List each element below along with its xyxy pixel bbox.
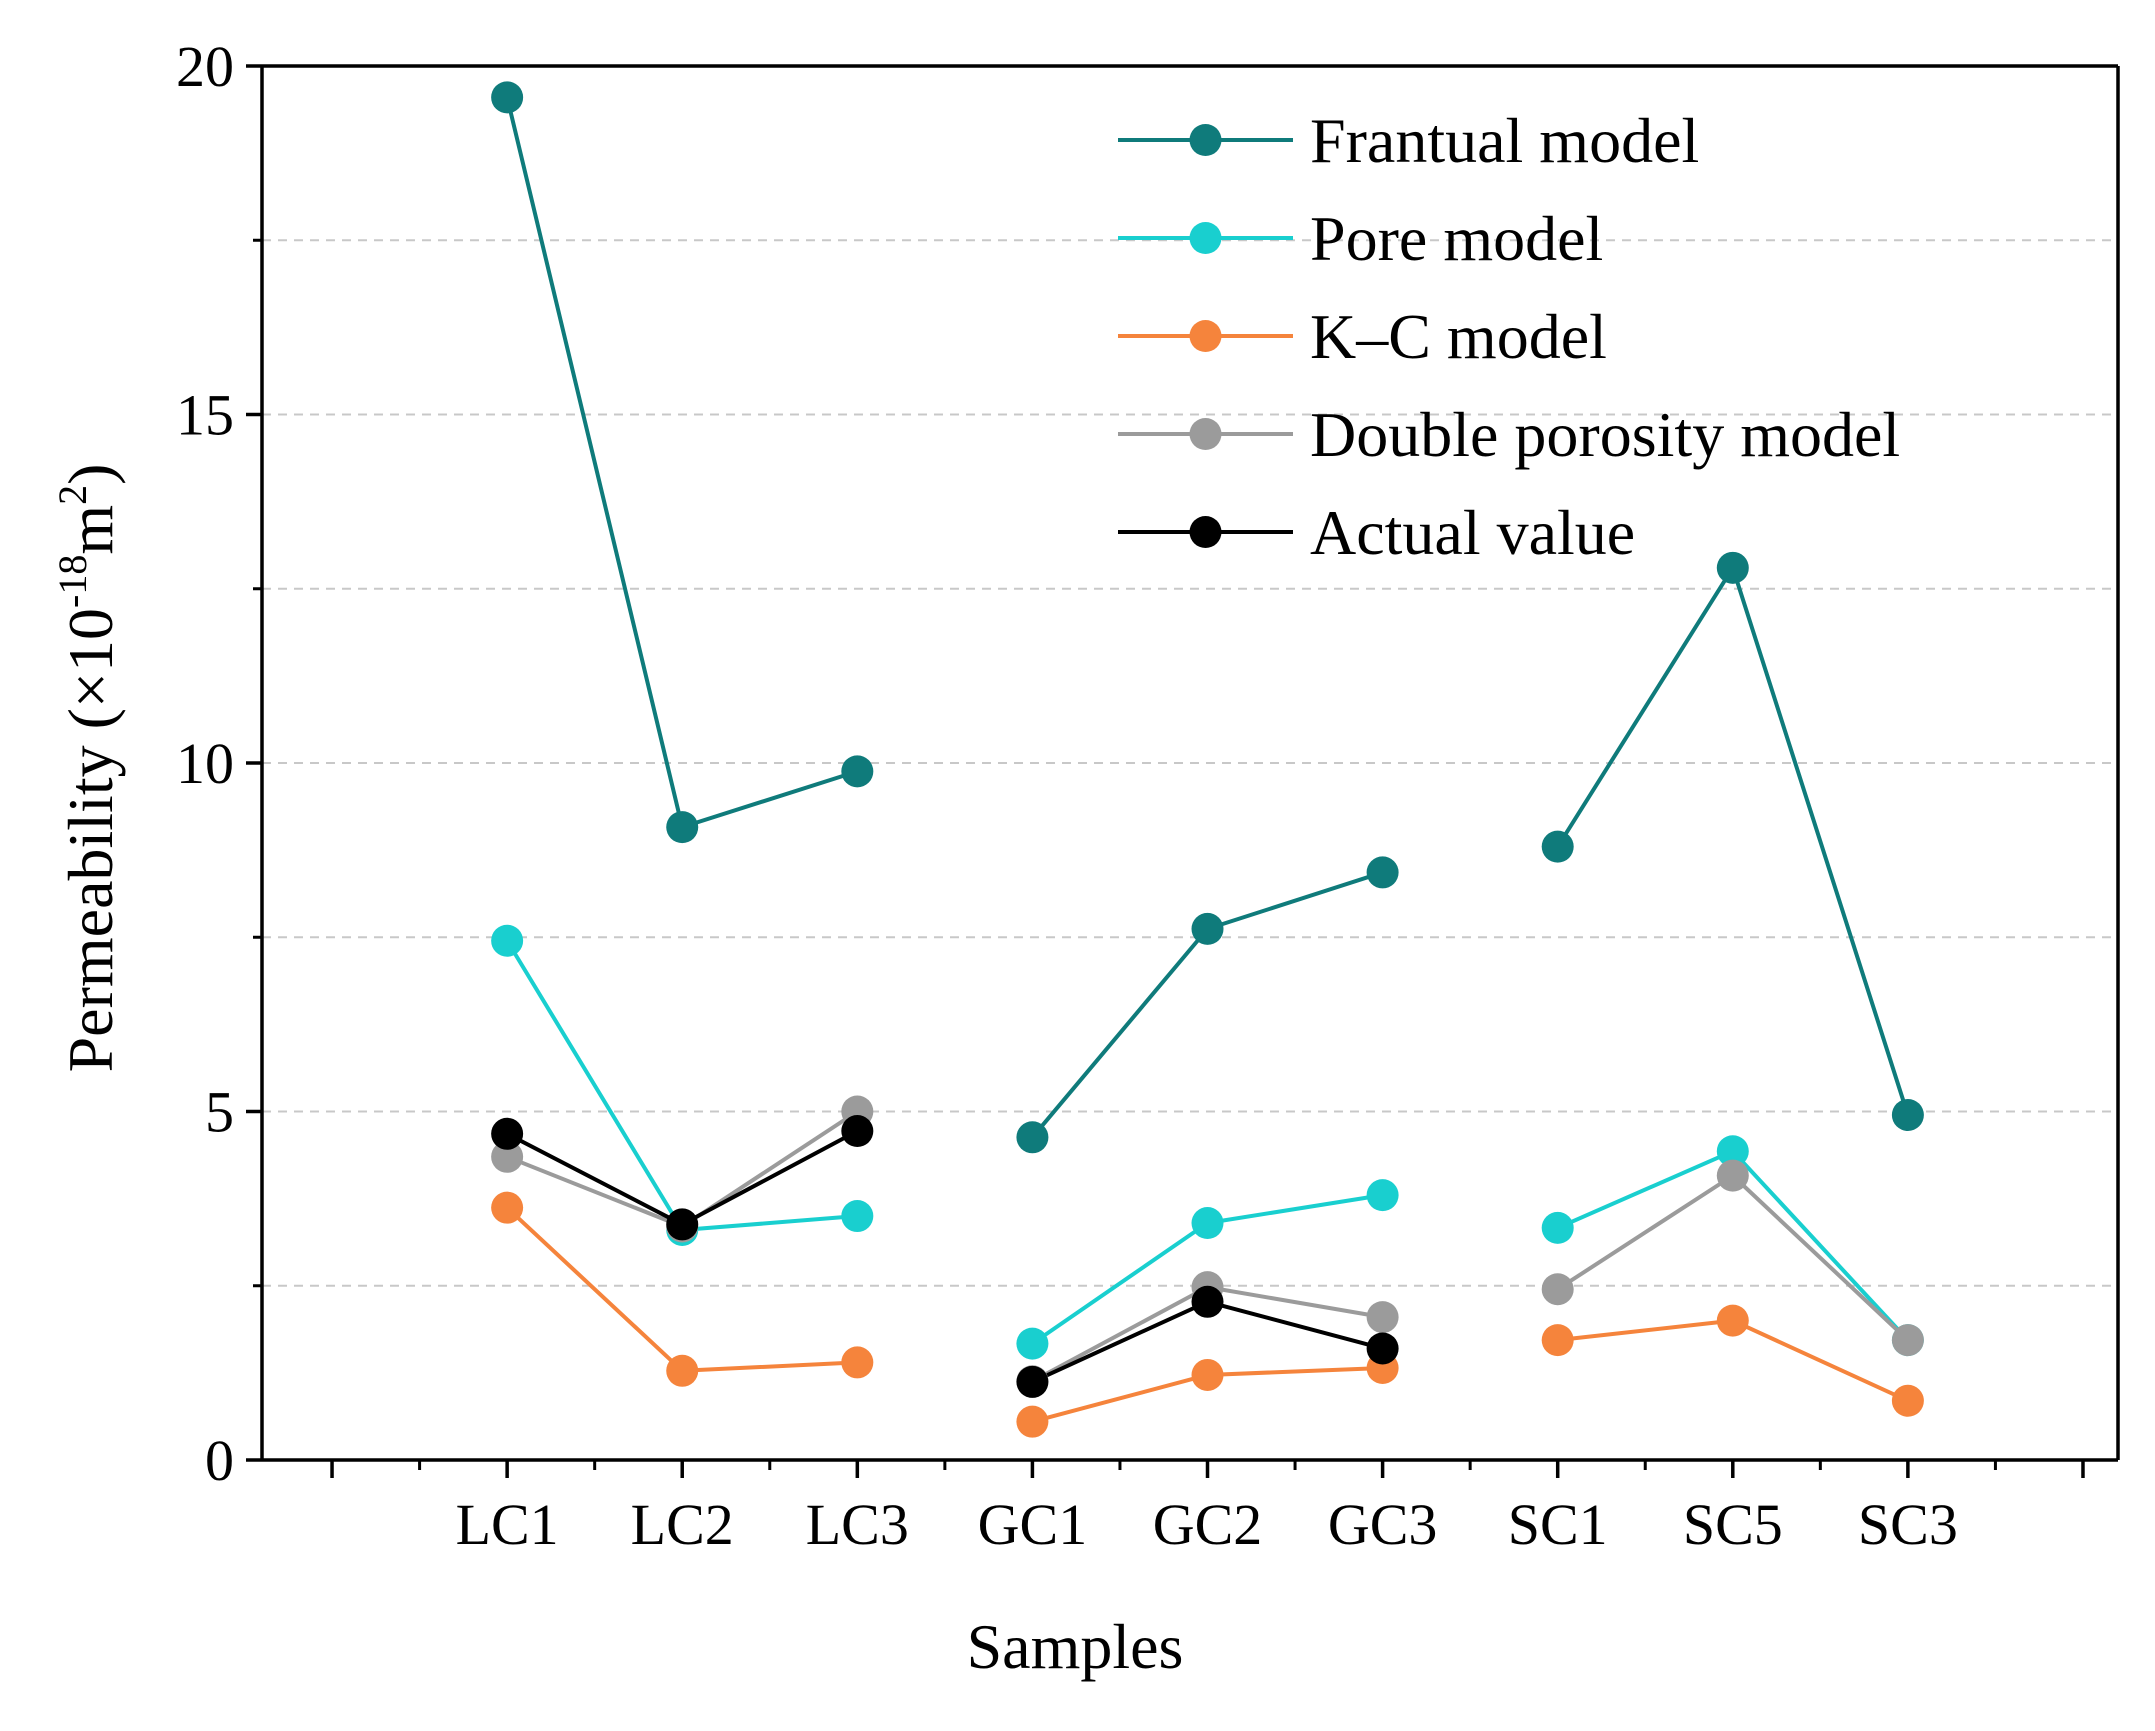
data-point-double-porosity-model-sc3 xyxy=(1891,1324,1924,1357)
data-point-actual-value-gc1 xyxy=(1016,1365,1049,1398)
data-point-frantual-model-sc5 xyxy=(1716,551,1749,584)
x-axis-label: Samples xyxy=(967,1611,1184,1682)
legend-marker xyxy=(1189,124,1222,156)
data-point-frantual-model-gc3 xyxy=(1366,856,1399,889)
legend-marker xyxy=(1189,222,1222,254)
data-point-pore-model-gc3 xyxy=(1366,1179,1399,1212)
data-point-frantual-model-lc2 xyxy=(666,811,699,844)
data-point-frantual-model-lc3 xyxy=(841,755,874,788)
data-point-actual-value-lc1 xyxy=(491,1117,524,1150)
x-tick-label: LC1 xyxy=(456,1492,559,1557)
x-tick-label: LC2 xyxy=(631,1492,734,1557)
series-line-frantual-model xyxy=(1030,870,1384,1139)
data-point-actual-value-lc2 xyxy=(666,1208,699,1241)
y-tick-label: 15 xyxy=(176,383,234,448)
data-point-frantual-model-sc1 xyxy=(1541,830,1574,863)
data-point-pore-model-lc1 xyxy=(491,924,524,957)
legend-label: Pore model xyxy=(1310,203,1603,274)
y-tick-label: 5 xyxy=(205,1080,234,1145)
data-point-actual-value-gc3 xyxy=(1366,1332,1399,1365)
data-point-pore-model-gc2 xyxy=(1191,1207,1224,1240)
x-tick-label: SC3 xyxy=(1858,1492,1958,1557)
gridlines xyxy=(262,239,2118,1287)
data-point-k-c-model-gc2 xyxy=(1191,1358,1224,1391)
data-point-pore-model-lc3 xyxy=(841,1200,874,1233)
data-point-k-c-model-lc3 xyxy=(841,1346,874,1379)
legend-label: K–C model xyxy=(1310,301,1607,372)
data-point-actual-value-gc2 xyxy=(1191,1285,1224,1318)
data-point-k-c-model-sc5 xyxy=(1716,1304,1749,1337)
data-point-actual-value-lc3 xyxy=(841,1115,874,1148)
y-axis-label-base: Permeability (×10 xyxy=(55,608,126,1072)
x-tick-label: GC2 xyxy=(1153,1492,1263,1557)
data-point-k-c-model-sc1 xyxy=(1541,1324,1574,1357)
series-line-frantual-model xyxy=(505,96,858,830)
data-point-pore-model-sc1 xyxy=(1541,1211,1574,1244)
data-point-double-porosity-model-sc1 xyxy=(1541,1273,1574,1306)
y-axis-label-close: ) xyxy=(55,464,126,485)
data-point-pore-model-gc1 xyxy=(1016,1327,1049,1360)
data-point-frantual-model-gc2 xyxy=(1191,912,1224,945)
y-tick-label: 10 xyxy=(176,731,234,796)
data-point-k-c-model-gc1 xyxy=(1016,1405,1049,1438)
legend: Frantual model Pore model K–C model Double … xyxy=(1118,105,1900,568)
data-point-frantual-model-sc3 xyxy=(1891,1098,1924,1131)
axes: 0 5 10 15 20 LC1 LC2 LC3 GC1 GC2 GC3 SC1 SC5 SC3 xyxy=(176,34,2120,1557)
series-layer xyxy=(491,81,1924,1438)
legend-marker xyxy=(1189,320,1222,352)
series-line-frantual-model xyxy=(1556,565,1910,1116)
x-tick-label: GC3 xyxy=(1328,1492,1438,1557)
axis-labels: Samples Permeability (×10-18m2) xyxy=(50,464,1183,1682)
y-axis-label-exponent: -18 xyxy=(50,555,95,608)
legend-label: Actual value xyxy=(1310,497,1635,568)
data-point-frantual-model-lc1 xyxy=(491,81,524,114)
y-tick-label: 20 xyxy=(176,34,234,99)
legend-label: Double porosity model xyxy=(1310,399,1900,470)
y-axis-label-unit: m xyxy=(55,505,126,555)
x-tick-label: LC3 xyxy=(806,1492,909,1557)
y-tick-label: 0 xyxy=(205,1428,234,1493)
x-tick-label: SC1 xyxy=(1508,1492,1608,1557)
data-point-double-porosity-model-lc1 xyxy=(491,1140,524,1173)
data-point-k-c-model-lc1 xyxy=(491,1191,524,1224)
x-tick-label: SC5 xyxy=(1683,1492,1783,1557)
data-point-k-c-model-lc2 xyxy=(666,1354,699,1387)
x-tick-label: GC1 xyxy=(978,1492,1088,1557)
legend-marker xyxy=(1189,516,1222,548)
data-point-k-c-model-sc3 xyxy=(1891,1384,1924,1417)
data-point-double-porosity-model-sc5 xyxy=(1716,1159,1749,1192)
data-point-pore-model-sc5 xyxy=(1716,1135,1749,1168)
series-line-pore-model xyxy=(505,939,858,1232)
y-axis-label-unit-exponent: 2 xyxy=(50,485,95,505)
legend-marker xyxy=(1189,418,1222,450)
legend-label: Frantual model xyxy=(1310,105,1699,176)
data-point-frantual-model-gc1 xyxy=(1016,1121,1049,1154)
data-point-double-porosity-model-gc3 xyxy=(1366,1301,1399,1334)
y-axis-label: Permeability (×10-18m2) xyxy=(50,464,126,1073)
